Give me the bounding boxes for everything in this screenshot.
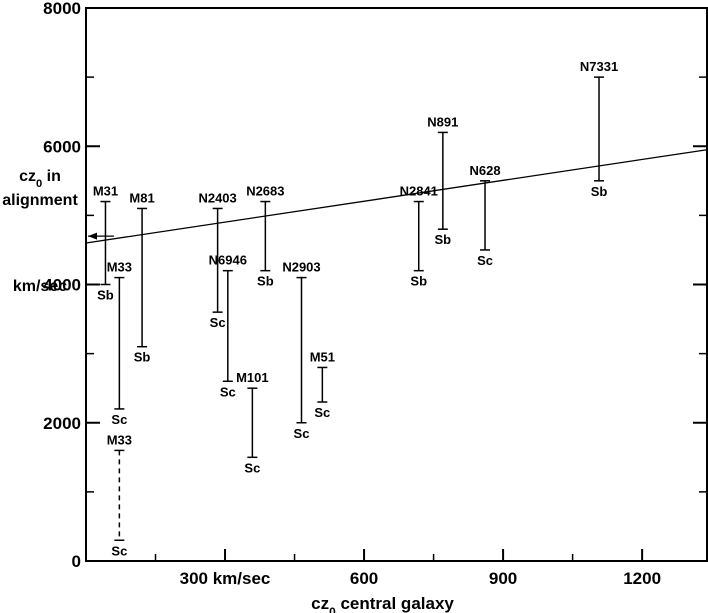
type-label: Sb bbox=[410, 274, 427, 289]
type-label: Sb bbox=[435, 232, 452, 247]
galaxy-label: N628 bbox=[469, 163, 500, 178]
galaxy-label: N7331 bbox=[580, 59, 618, 74]
type-label: Sc bbox=[314, 405, 330, 420]
x-tick-label: 300 km/sec bbox=[180, 569, 271, 588]
galaxy-label: M51 bbox=[310, 349, 335, 364]
type-label: Sc bbox=[244, 460, 260, 475]
x-axis-label: cz0 central galaxy bbox=[311, 594, 454, 613]
y-tick-label: 4000 bbox=[43, 276, 81, 295]
y-tick-label: 6000 bbox=[43, 137, 81, 156]
type-label: Sc bbox=[210, 315, 226, 330]
y-tick-label: 2000 bbox=[43, 414, 81, 433]
y-tick-label: 0 bbox=[72, 552, 81, 571]
type-label: Sc bbox=[220, 384, 236, 399]
galaxy-label: N2841 bbox=[400, 184, 438, 199]
type-label: Sb bbox=[97, 288, 114, 303]
type-label: Sb bbox=[257, 274, 274, 289]
x-tick-label: 900 bbox=[489, 569, 517, 588]
galaxy-label: N2903 bbox=[282, 260, 320, 275]
y-axis-label-line: alignment bbox=[2, 192, 78, 209]
galaxy-label: M101 bbox=[236, 370, 269, 385]
galaxy-label: N891 bbox=[427, 114, 458, 129]
type-label: Sc bbox=[111, 543, 127, 558]
type-label: Sc bbox=[111, 412, 127, 427]
galaxy-label: M33 bbox=[107, 260, 132, 275]
x-tick-label: 600 bbox=[350, 569, 378, 588]
galaxy-label: M33 bbox=[107, 432, 132, 447]
type-label: Sb bbox=[134, 350, 151, 365]
arrow-head bbox=[88, 232, 97, 240]
y-tick-label: 8000 bbox=[43, 0, 81, 18]
plot-frame bbox=[85, 7, 708, 562]
galaxy-label: M31 bbox=[93, 184, 118, 199]
y-axis-label-line: km/sec bbox=[13, 278, 67, 295]
galaxy-label: N2683 bbox=[246, 184, 284, 199]
galaxy-label: N2403 bbox=[198, 190, 236, 205]
x-tick-label: 1200 bbox=[623, 569, 661, 588]
y-axis-label-line: cz0 in bbox=[19, 168, 61, 190]
type-label: Sc bbox=[294, 426, 310, 441]
type-label: Sc bbox=[477, 253, 493, 268]
galaxy-label: N6946 bbox=[209, 253, 247, 268]
alignment-trend-line bbox=[85, 149, 708, 244]
type-label: Sb bbox=[591, 184, 608, 199]
galaxy-label: M81 bbox=[129, 190, 154, 205]
